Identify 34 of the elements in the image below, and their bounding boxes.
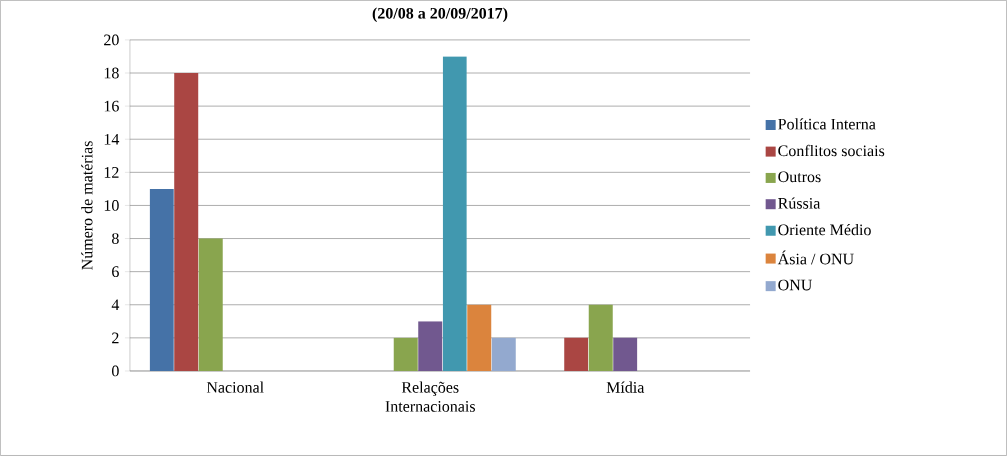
bar xyxy=(491,337,516,372)
bar xyxy=(588,304,613,372)
x-tick-label: Nacional xyxy=(206,381,264,393)
bar xyxy=(467,304,492,372)
y-axis-title: Número de matérias xyxy=(81,141,93,270)
legend-label: ONU xyxy=(778,279,812,291)
legend-label: Conflitos sociais xyxy=(778,144,885,157)
legend-label: Oriente Médio xyxy=(778,224,871,236)
bar xyxy=(174,73,199,372)
bar xyxy=(393,337,418,372)
bar xyxy=(198,238,223,372)
y-tick-label: 16 xyxy=(104,100,119,112)
x-tick-label: Relações Internacionais xyxy=(385,381,475,412)
y-tick-label: 10 xyxy=(104,200,119,211)
bar xyxy=(149,188,174,372)
x-tick-label: Mídia xyxy=(606,381,645,393)
legend-label: Ásia / ONU xyxy=(777,250,854,265)
legend-label: Rússia xyxy=(778,197,821,209)
y-tick-label: 0 xyxy=(112,365,119,377)
bar xyxy=(418,321,443,372)
y-tick-label: 6 xyxy=(112,266,119,278)
y-tick-label: 18 xyxy=(104,67,119,79)
bar xyxy=(442,56,467,372)
y-tick-label: 12 xyxy=(104,167,119,178)
y-tick-label: 20 xyxy=(104,34,119,46)
chart-title: (20/08 a 20/09/2017) xyxy=(372,7,508,22)
bar xyxy=(613,337,638,372)
y-tick-label: 2 xyxy=(112,332,119,344)
y-tick-label: 8 xyxy=(112,233,119,244)
y-tick-label: 14 xyxy=(104,134,120,145)
legend-label: Política Interna xyxy=(778,118,876,130)
legend-label: Outros xyxy=(778,171,821,183)
y-tick-label: 4 xyxy=(111,299,120,311)
bar xyxy=(564,337,589,372)
